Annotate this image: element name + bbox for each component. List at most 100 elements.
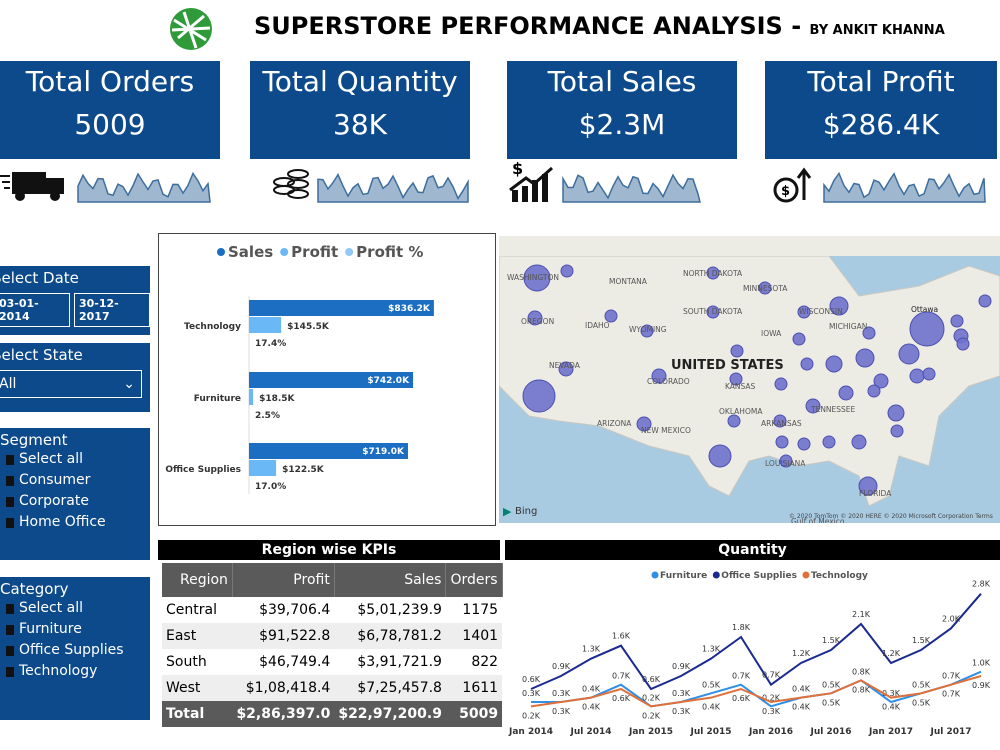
value-label: $145.5K	[287, 322, 330, 332]
slicer-title: Category	[0, 580, 69, 598]
location-bubble	[909, 311, 945, 347]
column-header[interactable]: Profit	[232, 563, 335, 597]
data-label: 1.0K	[972, 659, 991, 668]
checkbox[interactable]	[6, 603, 14, 614]
checkbox[interactable]	[6, 624, 14, 635]
checkbox[interactable]	[6, 666, 14, 677]
data-label: 0.6K	[522, 675, 541, 684]
data-label: 0.3K	[552, 707, 571, 716]
data-label: 0.7K	[612, 672, 631, 681]
slicer-option[interactable]: Office Supplies	[6, 640, 150, 661]
legend-dot	[280, 248, 289, 256]
table-cell: 1401	[462, 628, 499, 644]
bar	[249, 460, 277, 476]
location-bubble	[792, 332, 806, 346]
author: BY ANKIT KHANNA	[809, 23, 945, 38]
map-label: WISCONSIN	[799, 307, 843, 316]
location-bubble	[779, 454, 793, 468]
total-cell: Total	[166, 706, 205, 722]
kpi-card: Total Quantity 38K	[250, 61, 470, 159]
location-bubble	[867, 384, 881, 398]
line-chart: Furniture Office Supplies Technology Jan 20…	[508, 571, 991, 737]
data-label: 0.5K	[912, 680, 931, 689]
kpi-value: $286.4K	[822, 108, 940, 141]
map-label: Gulf of Mexico	[791, 517, 845, 523]
data-label: 0.9K	[672, 662, 691, 671]
column-header[interactable]: Orders	[445, 563, 503, 597]
checkbox[interactable]	[6, 454, 14, 465]
data-label: 1.5K	[912, 636, 931, 645]
legend-label: Technology	[811, 571, 868, 581]
segment-slicer: Segment Select all Consumer Corporate Home …	[0, 428, 150, 560]
map-label: LOUISIANA	[765, 459, 806, 468]
map-label: COLORADO	[647, 377, 690, 386]
table-cell: 1611	[462, 680, 499, 696]
table-cell: $5,01,239.9	[357, 602, 442, 618]
date-from[interactable]: 03-01-2014	[0, 293, 70, 327]
option-label: Select all	[19, 451, 83, 467]
location-bubble	[858, 476, 878, 496]
slicer-option[interactable]: Select all	[6, 449, 150, 470]
checkbox[interactable]	[6, 475, 14, 486]
value-label: $18.5K	[259, 394, 295, 404]
data-label: 0.7K	[762, 671, 781, 680]
slicer-option[interactable]: Home Office	[6, 512, 150, 533]
map-label: WASHINGTON	[507, 273, 559, 282]
location-bubble	[862, 326, 876, 340]
table-title: Region wise KPIs	[158, 540, 500, 560]
table-row: Central $39,706.4 $5,01,239.9 1175	[162, 597, 503, 623]
truck-icon	[0, 172, 64, 201]
table-cell: $46,749.4	[259, 654, 331, 670]
checkbox[interactable]	[6, 517, 14, 528]
location-bubble	[774, 377, 788, 391]
kpi-card: Total Sales $2.3M	[507, 61, 737, 159]
slicer-option[interactable]: Select all	[6, 598, 150, 619]
header-title: SUPERSTORE PERFORMANCE ANALYSIS - BY ANK…	[254, 12, 945, 40]
map-label: TENNESSEE	[810, 405, 856, 414]
dollar-icon: $	[773, 167, 812, 203]
data-label: 0.5K	[912, 698, 931, 707]
column-header[interactable]: Region	[162, 563, 233, 597]
x-tick-label: Jul 2014	[569, 727, 611, 737]
location-bubble	[822, 435, 836, 449]
x-tick-label: Jan 2014	[508, 727, 553, 737]
kpi-label: Total Profit	[807, 65, 955, 98]
slicer-option[interactable]: Consumer	[6, 470, 150, 491]
slicer-option[interactable]: Corporate	[6, 491, 150, 512]
map-label: NORTH DAKOTA	[683, 269, 743, 278]
slicer-title: Select Date	[0, 269, 79, 287]
slicer-option[interactable]: Furniture	[6, 619, 150, 640]
data-label: 0.5K	[822, 680, 841, 689]
data-label: 0.4K	[792, 703, 811, 712]
map-label: SOUTH DAKOTA	[683, 307, 743, 316]
data-label: 0.3K	[552, 689, 571, 698]
data-label: 0.3K	[882, 689, 901, 698]
kpi-card: Total Orders 5009	[0, 61, 220, 159]
location-bubble	[909, 368, 925, 384]
location-bubble	[708, 444, 732, 468]
table-cell: $7,25,457.8	[357, 680, 442, 696]
data-label: 0.7K	[732, 672, 751, 681]
data-label: 0.4K	[792, 685, 811, 694]
growth-icon: $	[509, 160, 553, 202]
value-label: $719.0K	[362, 447, 405, 457]
checkbox[interactable]	[6, 496, 14, 507]
data-label: 2.0K	[942, 614, 961, 623]
location-bubble	[873, 373, 889, 389]
x-tick-label: Jan 2016	[748, 727, 793, 737]
map-country: UNITED STATES	[671, 358, 784, 373]
value-label: $836.2K	[388, 304, 431, 314]
map-label: ARKANSAS	[761, 419, 802, 428]
slicer-option[interactable]: Technology	[6, 661, 150, 682]
table-header-row: Region Profit Sales Orders	[162, 563, 503, 597]
data-label: 0.2K	[762, 693, 781, 702]
bar	[249, 300, 434, 316]
legend-dot	[712, 571, 720, 579]
checkbox[interactable]	[6, 645, 14, 656]
date-to[interactable]: 30-12-2017	[74, 293, 150, 327]
location-bubble	[560, 264, 574, 278]
state-dropdown[interactable]: All ⌄	[0, 370, 142, 398]
column-header[interactable]: Sales	[334, 563, 447, 597]
bing-logo: ▶	[503, 505, 512, 518]
